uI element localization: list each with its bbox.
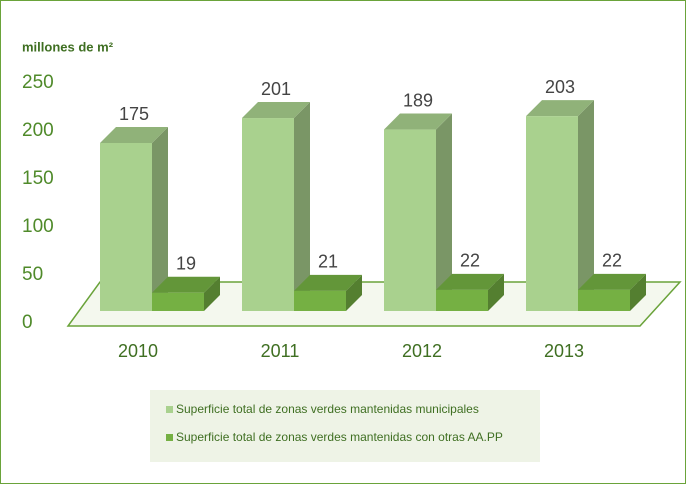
bar-side: [488, 273, 504, 311]
bar-side: [578, 100, 594, 312]
bar-top: [436, 273, 504, 290]
bar-side: [294, 102, 310, 311]
value-label: 203: [545, 77, 575, 97]
bar-front: [384, 129, 436, 311]
bar-top: [384, 113, 452, 130]
bar: [294, 274, 362, 311]
bar-top: [578, 273, 646, 290]
x-tick-label: 2012: [402, 341, 442, 361]
y-tick-label: 250: [22, 72, 54, 93]
bar-front: [100, 143, 152, 311]
bar-front: [152, 292, 204, 311]
value-label: 189: [403, 90, 433, 110]
y-tick-label: 0: [22, 312, 33, 333]
bar: [526, 100, 594, 312]
bar: [384, 113, 452, 311]
value-label: 21: [318, 252, 338, 272]
x-tick-label: 2010: [118, 341, 158, 361]
bar-side: [204, 276, 220, 311]
legend-label: Superficie total de zonas verdes manteni…: [176, 402, 479, 416]
bar: [436, 273, 504, 311]
value-label: 201: [261, 79, 291, 99]
bar-top: [100, 127, 168, 143]
value-label: 22: [460, 251, 480, 271]
bar-side: [346, 274, 362, 311]
value-label: 22: [602, 251, 622, 271]
x-tick-label: 2013: [544, 341, 584, 361]
y-tick-label: 200: [22, 120, 54, 141]
legend-swatch: [166, 406, 173, 413]
value-label: 175: [119, 104, 149, 124]
bar: [242, 102, 310, 311]
bar-front: [242, 118, 294, 311]
bar-top: [152, 276, 220, 293]
bar-side: [436, 113, 452, 311]
bar-top: [294, 274, 362, 291]
bar-front: [294, 290, 346, 311]
legend: [150, 390, 540, 462]
bar-front: [526, 116, 578, 312]
bar: [578, 273, 646, 311]
legend-swatch: [166, 434, 173, 441]
bar-side: [630, 273, 646, 311]
x-tick-label: 2011: [261, 341, 300, 361]
bar-front: [578, 289, 630, 311]
bar-side: [152, 127, 168, 311]
bar-front: [436, 289, 488, 311]
y-tick-label: 50: [22, 264, 43, 285]
axis-label: millones de m²: [22, 39, 114, 54]
y-tick-label: 150: [22, 168, 54, 189]
bar: [100, 127, 168, 311]
legend-label: Superficie total de zonas verdes manteni…: [176, 430, 503, 444]
bar-top: [242, 102, 310, 119]
bar: [152, 276, 220, 311]
y-tick-label: 100: [22, 216, 54, 237]
bar-top: [526, 100, 594, 117]
value-label: 19: [176, 254, 196, 274]
